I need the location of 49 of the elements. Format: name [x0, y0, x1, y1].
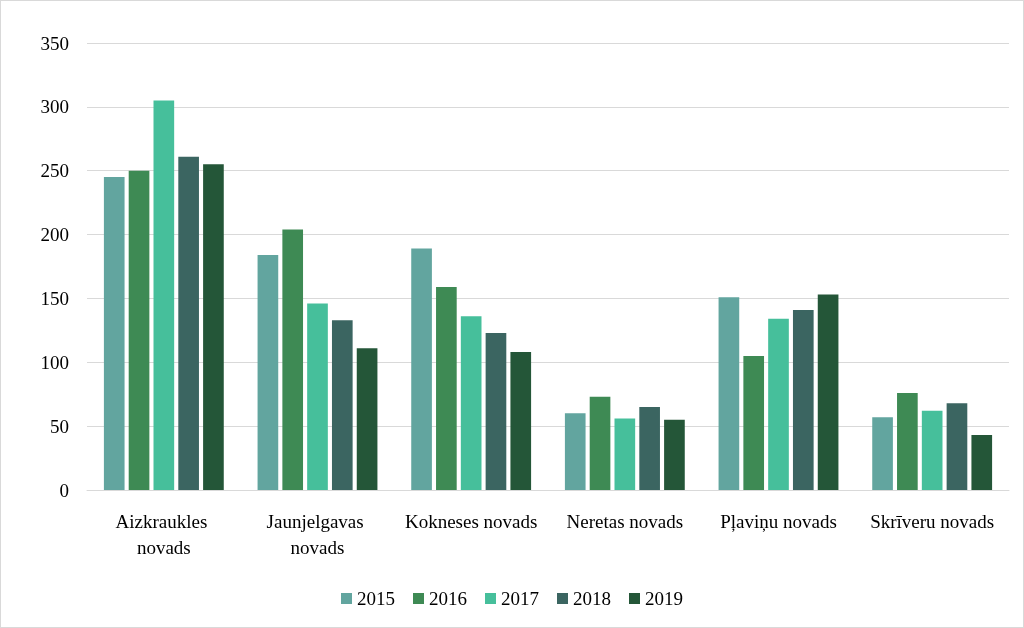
bar: [411, 248, 432, 490]
bar: [153, 100, 175, 490]
bar: [103, 177, 125, 490]
bar: [178, 156, 199, 490]
legend-label: 2016: [429, 588, 467, 609]
x-tick-label: Neretas novads: [566, 510, 684, 532]
bar: [921, 410, 943, 490]
bar: [436, 286, 457, 490]
bar: [897, 392, 918, 490]
bar: [331, 320, 353, 490]
bar: [946, 403, 968, 490]
bar: [718, 297, 740, 490]
bar: [639, 406, 660, 490]
bar: [257, 255, 279, 490]
y-tick-label: 250: [40, 160, 69, 182]
y-tick-label: 350: [40, 32, 69, 54]
bar: [768, 318, 789, 490]
bar: [510, 352, 532, 490]
bar: [485, 332, 507, 490]
legend-label: 2019: [645, 588, 683, 609]
y-tick-label: 300: [40, 96, 69, 118]
legend-label: 2017: [501, 588, 539, 609]
bar: [872, 417, 893, 490]
bar: [307, 303, 328, 490]
bar: [203, 164, 224, 490]
y-tick-label: 150: [40, 287, 69, 309]
bar: [128, 170, 150, 490]
bar: [356, 348, 378, 490]
y-tick-label: 50: [50, 415, 69, 437]
bar: [743, 355, 765, 490]
x-tick-label: Kokneses novads: [404, 510, 538, 532]
x-tick-label: Jaunjelgavas novads: [266, 510, 369, 558]
bar: [792, 309, 814, 490]
bar: [664, 419, 685, 490]
legend-label: 2015: [357, 588, 395, 609]
x-tick-label: Aizkraukles novads: [115, 510, 213, 558]
bar: [817, 294, 839, 490]
bar: [589, 396, 611, 490]
x-tick-label: Pļaviņu novads: [720, 510, 837, 532]
y-tick-label: 100: [40, 351, 69, 373]
x-tick-label: Skrīveru novads: [870, 510, 995, 532]
legend-label: 2018: [573, 588, 611, 609]
bar: [614, 418, 636, 490]
bar: [564, 413, 586, 490]
bar: [971, 435, 993, 490]
bar: [460, 316, 482, 490]
y-tick-label: 0: [59, 479, 69, 501]
bar: [282, 229, 304, 490]
y-tick-label: 200: [40, 224, 69, 246]
